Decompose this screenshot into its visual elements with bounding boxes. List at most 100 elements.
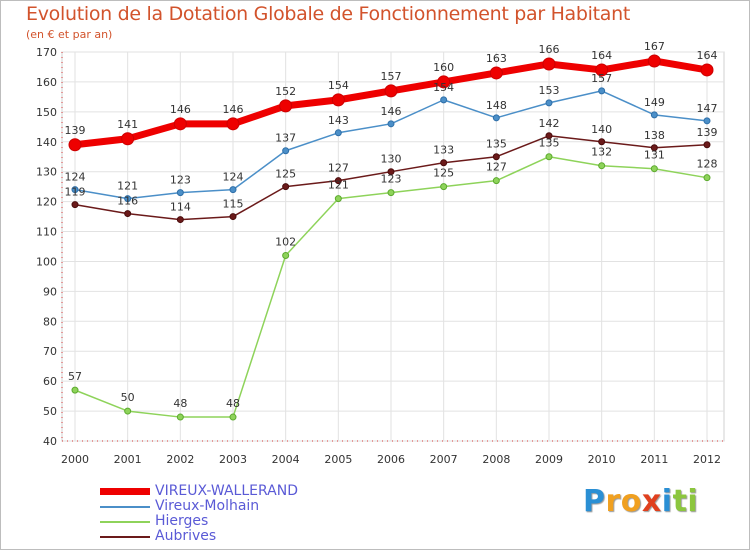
- data-point: [282, 147, 290, 155]
- data-point: [229, 186, 237, 194]
- data-point: [437, 75, 451, 89]
- x-tick-label: 2005: [324, 453, 352, 466]
- legend-label: Aubrives: [155, 528, 217, 544]
- data-point: [387, 189, 395, 197]
- data-label: 135: [539, 137, 560, 150]
- y-tick-label: 130: [36, 166, 57, 179]
- data-label: 146: [223, 103, 244, 116]
- data-point: [650, 165, 658, 173]
- data-label: 154: [433, 81, 454, 94]
- data-point: [650, 144, 658, 152]
- data-label: 124: [223, 171, 244, 184]
- data-point: [71, 201, 79, 209]
- series-layer: [68, 54, 714, 421]
- legend-label: VIREUX-WALLERAND: [155, 483, 298, 499]
- y-tick-label: 160: [36, 76, 57, 89]
- data-point: [492, 114, 500, 122]
- data-point: [489, 66, 503, 80]
- y-tick-label: 120: [36, 196, 57, 209]
- data-point: [176, 413, 184, 421]
- y-tick-label: 50: [43, 405, 57, 418]
- data-point: [124, 195, 132, 203]
- y-tick-label: 110: [36, 226, 57, 239]
- x-tick-label: 2003: [219, 453, 247, 466]
- y-tick-label: 40: [43, 435, 57, 448]
- data-label: 124: [65, 171, 86, 184]
- data-point: [68, 138, 82, 152]
- data-point: [700, 63, 714, 77]
- data-point: [71, 386, 79, 394]
- data-label: 121: [328, 179, 349, 192]
- data-point: [229, 413, 237, 421]
- x-tick-label: 2009: [535, 453, 563, 466]
- data-label: 125: [433, 167, 454, 180]
- data-point: [387, 120, 395, 128]
- chart-title: Evolution de la Dotation Globale de Fonc…: [26, 3, 631, 25]
- data-point: [124, 210, 132, 218]
- legend-swatch: [100, 506, 150, 508]
- data-point: [124, 407, 132, 415]
- data-point: [545, 153, 553, 161]
- data-label: 131: [644, 149, 665, 162]
- data-label: 140: [591, 123, 612, 136]
- data-point: [595, 63, 609, 77]
- x-tick-label: 2002: [166, 453, 194, 466]
- data-label: 102: [275, 235, 296, 248]
- data-label: 114: [170, 201, 191, 214]
- data-label: 154: [328, 79, 349, 92]
- data-label: 160: [433, 61, 454, 74]
- y-tick-label: 60: [43, 375, 57, 388]
- data-label: 133: [433, 144, 454, 157]
- logo-letter: t: [672, 484, 688, 519]
- data-point: [650, 111, 658, 119]
- data-label: 57: [68, 370, 82, 383]
- x-tick-label: 2007: [430, 453, 458, 466]
- data-label: 139: [697, 126, 718, 139]
- legend-label: Hierges: [155, 513, 209, 529]
- legend-swatch: [100, 521, 150, 523]
- data-label: 135: [486, 138, 507, 151]
- data-point: [598, 162, 606, 170]
- data-point: [440, 96, 448, 104]
- data-label: 167: [644, 40, 665, 53]
- data-point: [173, 117, 187, 131]
- data-label: 50: [121, 391, 135, 404]
- data-label: 142: [539, 117, 560, 130]
- data-label: 123: [170, 174, 191, 187]
- data-point: [226, 117, 240, 131]
- logo-letter: x: [641, 484, 662, 519]
- x-tick-label: 2011: [640, 453, 668, 466]
- data-point: [647, 54, 661, 68]
- chart-subtitle: (en € et par an): [26, 28, 113, 41]
- x-tick-label: 2008: [482, 453, 510, 466]
- y-tick-label: 170: [36, 46, 57, 59]
- data-label: 137: [275, 132, 296, 145]
- y-tick-label: 70: [43, 345, 57, 358]
- data-label: 123: [381, 173, 402, 186]
- y-tick-label: 100: [36, 255, 57, 268]
- proxiti-logo: Proxiti: [583, 484, 698, 519]
- grid-layer: [61, 51, 725, 442]
- data-label: 163: [486, 52, 507, 65]
- data-label: 138: [644, 129, 665, 142]
- data-label: 153: [539, 84, 560, 97]
- x-tick-label: 2012: [693, 453, 721, 466]
- data-label: 146: [381, 105, 402, 118]
- data-label: 166: [539, 43, 560, 56]
- data-point: [440, 183, 448, 191]
- logo-letter: i: [661, 484, 673, 519]
- logo-letter: i: [687, 484, 699, 519]
- y-tick-label: 140: [36, 136, 57, 149]
- y-tick-label: 90: [43, 285, 57, 298]
- x-tick-label: 2006: [377, 453, 405, 466]
- data-point: [282, 251, 290, 259]
- data-label: 141: [117, 118, 138, 131]
- data-label: 125: [275, 168, 296, 181]
- data-label: 152: [275, 85, 296, 98]
- x-tick-label: 2010: [588, 453, 616, 466]
- data-label: 115: [223, 198, 244, 211]
- data-label: 48: [173, 397, 187, 410]
- data-label: 127: [328, 162, 349, 175]
- data-label: 148: [486, 99, 507, 112]
